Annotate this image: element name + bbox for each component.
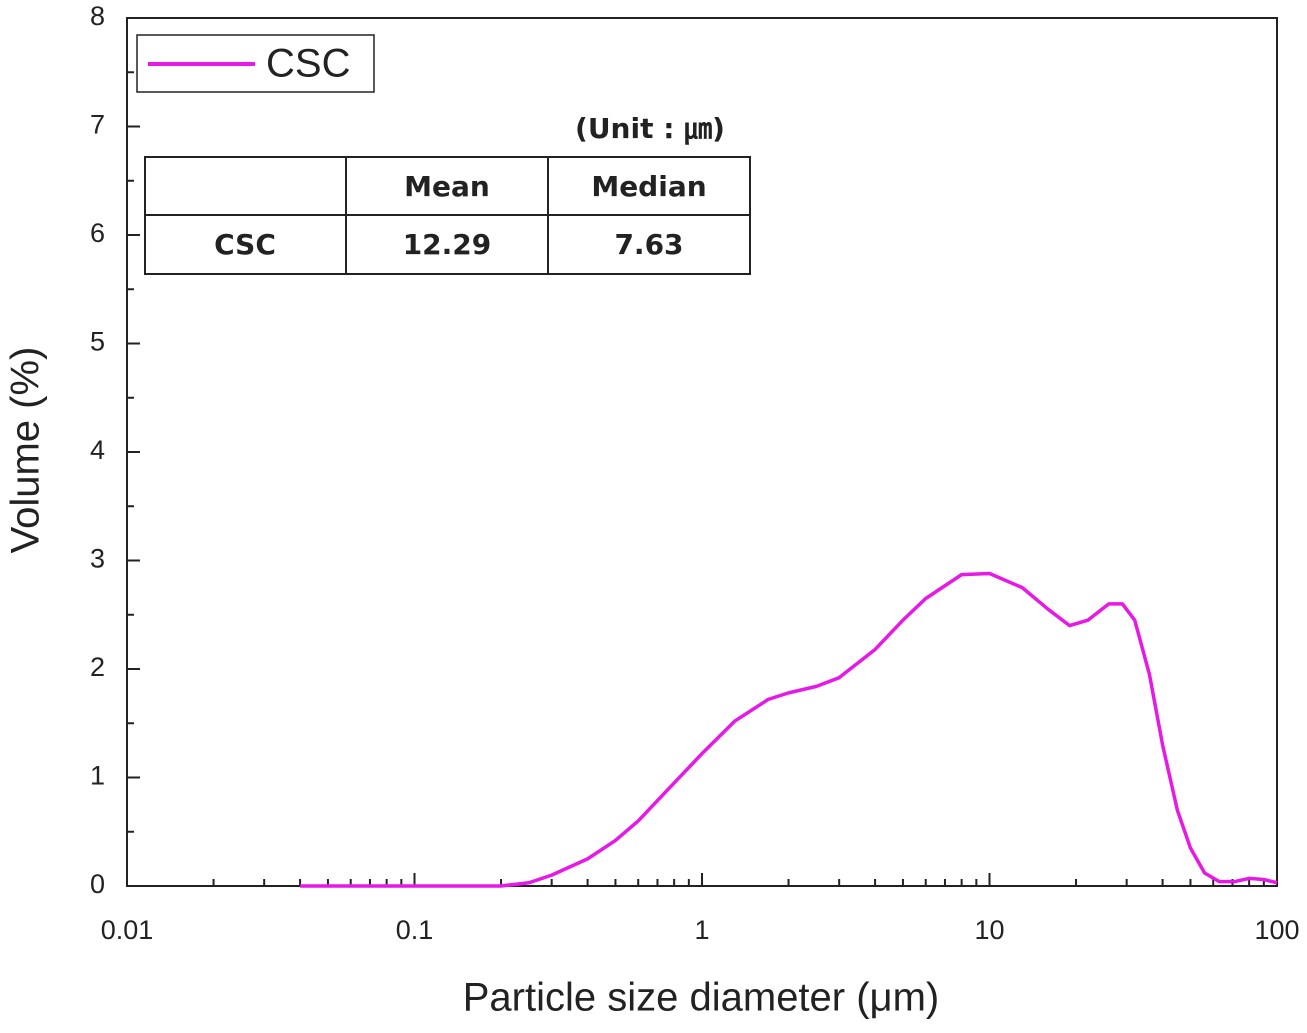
- x-tick-label: 1: [694, 915, 709, 945]
- legend: CSC: [136, 34, 375, 93]
- y-tick-label: 4: [90, 435, 105, 465]
- table-cell: 7.63: [614, 228, 683, 261]
- data-line: [300, 571, 1278, 888]
- summary-table: (Unit : ㎛) Mean Median CSC 12.29 7.63: [144, 112, 751, 275]
- x-tick-label: 0.01: [101, 915, 154, 945]
- table-header: Mean: [404, 170, 490, 203]
- y-tick-label: 0: [90, 869, 105, 899]
- y-tick-label: 7: [90, 110, 105, 140]
- legend-label: CSC: [266, 42, 350, 86]
- y-tick-label: 2: [90, 652, 105, 682]
- y-tick-label: 6: [90, 218, 105, 248]
- table-unit: (Unit : ㎛): [575, 112, 725, 145]
- y-tick-label: 8: [90, 1, 105, 31]
- table-cell: 12.29: [403, 228, 492, 261]
- y-tick-label: 1: [90, 761, 105, 791]
- x-tick-label: 100: [1254, 915, 1299, 945]
- x-tick-label: 10: [974, 915, 1004, 945]
- x-axis-title: Particle size diameter (μm): [463, 976, 939, 1020]
- table-header: Median: [591, 170, 706, 203]
- y-axis-title: Volume (%): [4, 347, 48, 554]
- y-tick-label: 3: [90, 544, 105, 574]
- x-tick-label: 0.1: [396, 915, 434, 945]
- table-cell: CSC: [214, 228, 276, 261]
- y-tick-label: 5: [90, 327, 105, 357]
